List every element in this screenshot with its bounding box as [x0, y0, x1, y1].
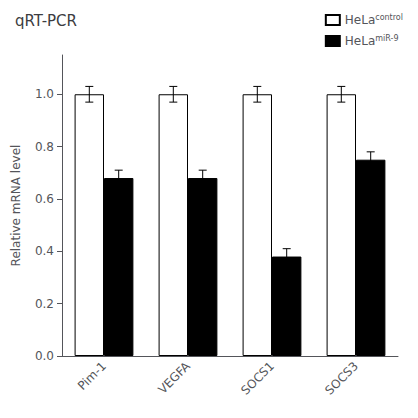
svg-text:qRT-PCR: qRT-PCR — [15, 12, 77, 30]
svg-text:SOCS3: SOCS3 — [322, 359, 361, 398]
svg-text:0.6: 0.6 — [35, 192, 54, 206]
svg-text:0.0: 0.0 — [35, 349, 54, 363]
svg-text:HeLa: HeLa — [345, 13, 375, 27]
svg-text:0.2: 0.2 — [35, 297, 54, 311]
svg-text:1.0: 1.0 — [35, 87, 54, 101]
svg-text:Relative mRNA level: Relative mRNA level — [9, 145, 23, 267]
svg-text:VEGFA: VEGFA — [155, 358, 193, 396]
svg-text:0.4: 0.4 — [35, 244, 54, 258]
svg-text:HeLa: HeLa — [345, 34, 375, 48]
svg-text:0.8: 0.8 — [35, 140, 54, 154]
svg-text:control: control — [375, 13, 403, 22]
svg-text:SOCS1: SOCS1 — [238, 359, 277, 398]
svg-text:miR-9: miR-9 — [375, 34, 398, 43]
svg-text:Pim-1: Pim-1 — [75, 359, 109, 393]
